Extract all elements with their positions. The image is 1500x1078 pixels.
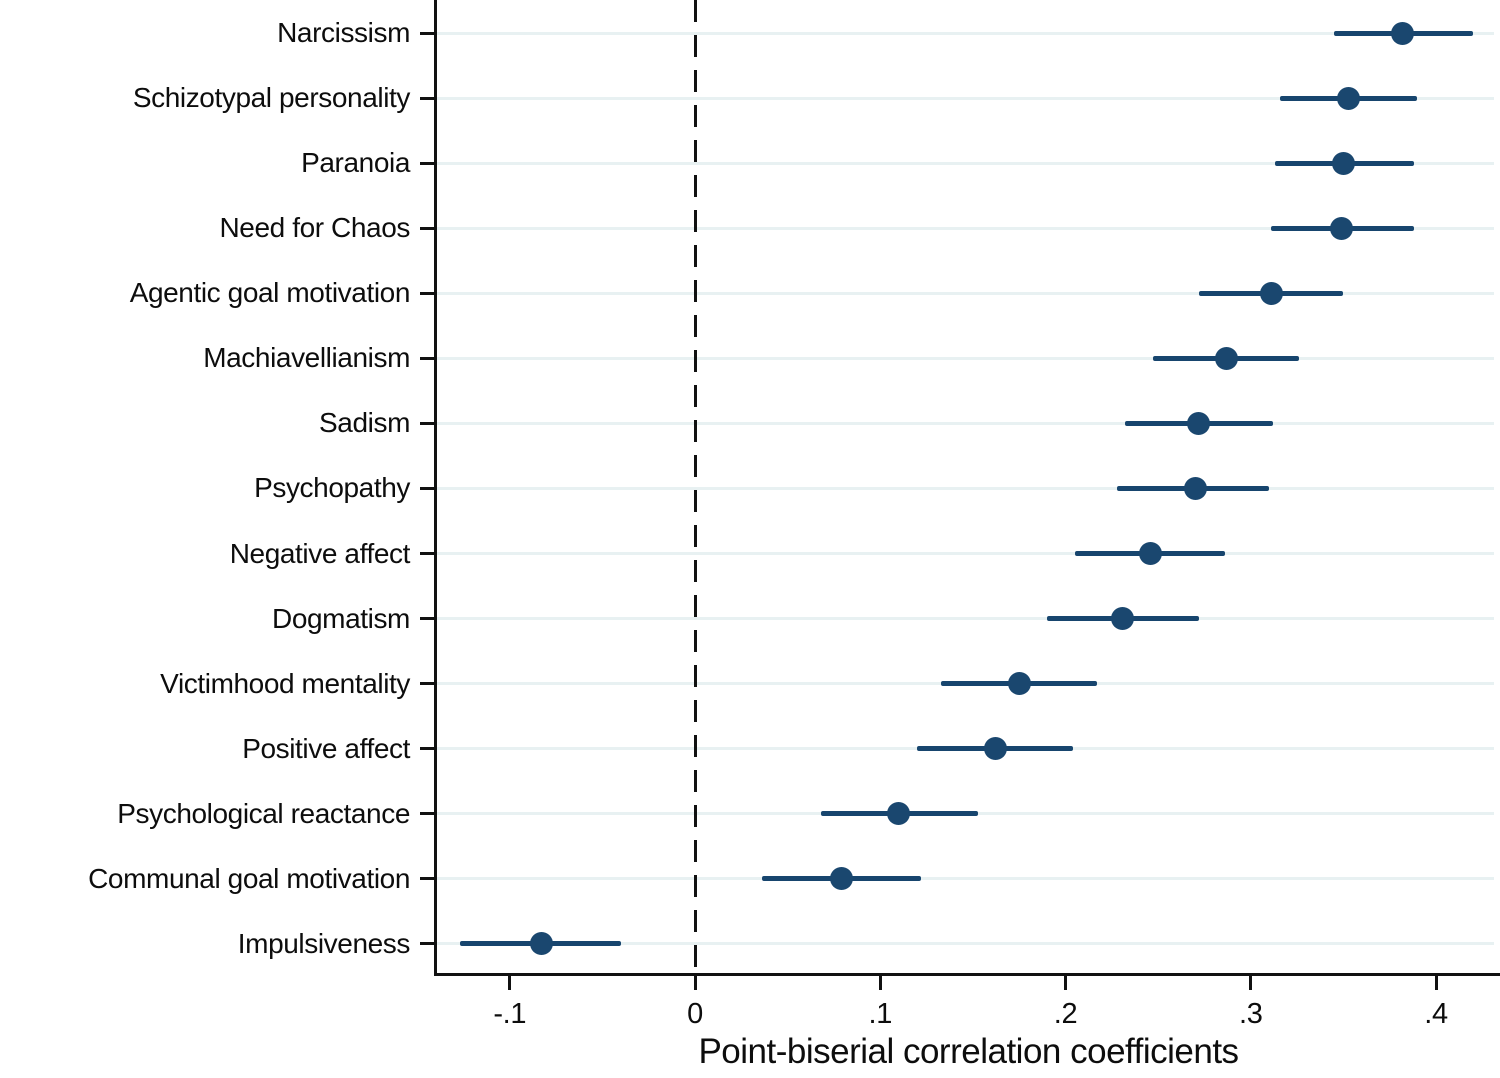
y-axis-label: Positive affect <box>242 732 410 764</box>
y-axis-label: Negative affect <box>229 537 411 569</box>
data-point <box>1215 346 1239 370</box>
gridline <box>437 31 1494 35</box>
y-axis-tick <box>420 812 437 816</box>
y-axis-tick <box>420 682 437 686</box>
y-axis-tick <box>420 617 437 621</box>
y-axis-tick <box>420 942 437 946</box>
y-axis-label: Psychopathy <box>254 472 410 504</box>
y-axis-tick <box>420 96 437 100</box>
y-axis-label: Machiavellianism <box>203 342 410 374</box>
y-axis-label: Victimhood mentality <box>160 667 410 699</box>
data-point <box>1111 607 1135 631</box>
gridline <box>437 486 1494 490</box>
x-tick-label: -.1 <box>493 998 527 1030</box>
y-axis-tick <box>420 486 437 490</box>
gridline <box>437 96 1494 100</box>
data-point <box>983 737 1007 761</box>
data-point <box>1331 151 1355 175</box>
y-axis-tick <box>420 31 437 35</box>
data-point <box>1183 476 1207 500</box>
y-axis-label: Communal goal motivation <box>88 862 410 894</box>
data-point <box>1330 216 1354 240</box>
gridline <box>437 161 1494 165</box>
y-axis-label: Need for Chaos <box>219 212 410 244</box>
data-point <box>887 802 911 826</box>
x-axis-tick <box>878 976 882 990</box>
gridline <box>437 877 1494 881</box>
x-tick-label: 0 <box>687 998 703 1030</box>
data-point <box>1337 86 1361 110</box>
gridline <box>437 552 1494 556</box>
x-axis-tick <box>1064 976 1067 990</box>
data-point <box>1139 542 1163 566</box>
gridline <box>437 356 1494 360</box>
y-axis-tick <box>420 356 437 360</box>
zero-reference-line <box>693 0 697 973</box>
x-axis-tick <box>508 976 512 990</box>
y-axis-tick <box>420 552 437 556</box>
y-axis-label: Schizotypal personality <box>132 82 411 114</box>
y-axis-label: Psychological reactance <box>117 797 410 829</box>
y-axis-label: Paranoia <box>301 147 410 179</box>
y-axis-label: Agentic goal motivation <box>129 277 411 309</box>
y-axis-label: Narcissism <box>277 17 410 48</box>
x-tick-label: .3 <box>1239 998 1263 1030</box>
gridline <box>437 942 1494 946</box>
gridline <box>437 226 1494 230</box>
y-axis-tick <box>420 226 437 230</box>
x-tick-label: .2 <box>1053 998 1078 1030</box>
y-axis-label: Sadism <box>319 407 410 439</box>
y-axis-label: Dogmatism <box>272 602 410 634</box>
gridline <box>437 421 1494 425</box>
gridline <box>437 617 1494 621</box>
data-point <box>1007 672 1031 696</box>
x-tick-label: .1 <box>868 998 893 1030</box>
data-point <box>1259 281 1283 305</box>
y-axis-line <box>434 0 437 976</box>
x-axis-tick <box>1434 976 1438 990</box>
y-axis-label: Impulsiveness <box>237 927 411 959</box>
data-point <box>1187 411 1211 435</box>
x-tick-label: .4 <box>1424 998 1448 1030</box>
gridline <box>437 291 1494 295</box>
x-axis-tick <box>693 976 697 990</box>
x-axis-line <box>434 973 1500 976</box>
y-axis-tick <box>420 747 437 751</box>
y-axis-tick <box>420 161 437 165</box>
y-axis-tick <box>420 291 437 295</box>
data-point <box>1391 21 1415 45</box>
data-point <box>529 932 553 956</box>
y-axis-tick <box>420 421 437 425</box>
x-axis-tick <box>1249 976 1253 990</box>
y-axis-tick <box>420 877 437 881</box>
x-axis-title: Point-biserial correlation coefficients <box>698 1032 1239 1071</box>
data-point <box>829 867 853 891</box>
